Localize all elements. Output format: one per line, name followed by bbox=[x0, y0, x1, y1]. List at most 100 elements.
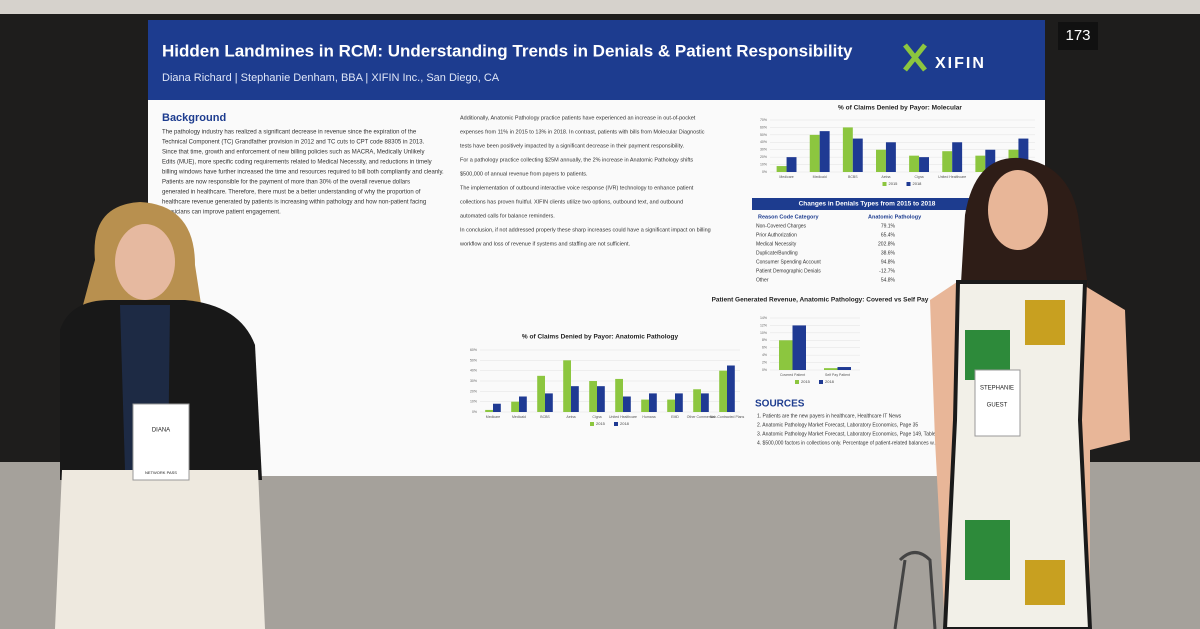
x-tick-label: United Healthcare bbox=[609, 415, 637, 419]
table-cell: Other bbox=[756, 277, 769, 283]
bar bbox=[719, 370, 727, 412]
body-text: generated in healthcare. Therefore, ther… bbox=[162, 190, 421, 196]
table-cell: 54.8% bbox=[881, 277, 896, 283]
chart-title: % of Claims Denied by Payor: Molecular bbox=[838, 105, 962, 112]
bar bbox=[545, 393, 553, 412]
table-cell: 94.8% bbox=[881, 259, 896, 265]
legend-label: 2015 bbox=[596, 421, 606, 426]
table-cell: 38.6% bbox=[881, 250, 896, 256]
y-tick-label: 60% bbox=[760, 125, 767, 129]
table-cell: Prior Authorization bbox=[756, 232, 797, 238]
table-cell: Consumer Spending Account bbox=[756, 259, 821, 265]
body-text: $500,000 of annual revenue from payers t… bbox=[460, 171, 588, 177]
bar bbox=[1018, 138, 1029, 172]
table-cell: 79.1% bbox=[881, 223, 896, 229]
x-tick-label: Medicare bbox=[779, 175, 793, 179]
source-item: 1. Patients are the new payers in health… bbox=[757, 413, 902, 419]
legend-label: 2018 bbox=[913, 181, 923, 186]
y-tick-label: 4% bbox=[762, 353, 767, 357]
table-cell: 65.4% bbox=[881, 232, 896, 238]
body-text: billing windows have further increased t… bbox=[162, 170, 444, 176]
bar bbox=[597, 386, 605, 412]
section-heading: SOURCES bbox=[755, 399, 805, 410]
x-tick-label: Medicare bbox=[486, 415, 500, 419]
bar bbox=[641, 399, 649, 412]
section-heading: Background bbox=[162, 112, 226, 124]
x-tick-label: Aetna bbox=[566, 415, 575, 419]
ceiling bbox=[0, 0, 1200, 16]
bar bbox=[792, 325, 806, 370]
person-left bbox=[55, 202, 265, 629]
body-text: physicians can improve patient engagemen… bbox=[162, 210, 281, 216]
x-tick-label: Cigna bbox=[914, 175, 923, 179]
bar bbox=[809, 134, 820, 172]
table-cell: Medical Necessity bbox=[756, 241, 797, 247]
chart-title: Patient Generated Revenue, Anatomic Path… bbox=[712, 297, 929, 304]
badge-name: STEPHANIE bbox=[980, 386, 1014, 392]
bar bbox=[876, 149, 886, 172]
legend-label: 2018 bbox=[825, 379, 835, 384]
logo-text: XIFIN bbox=[935, 55, 986, 72]
y-tick-label: 10% bbox=[760, 162, 767, 166]
poster: Hidden Landmines in RCM: Understanding T… bbox=[148, 20, 1045, 476]
table-cell: Non-Covered Charges bbox=[756, 223, 807, 229]
table-cell: Patient Demographic Denials bbox=[756, 268, 821, 274]
bar bbox=[511, 401, 519, 412]
x-tick-label: Self Pay Patient bbox=[825, 373, 850, 377]
y-tick-label: 40% bbox=[760, 140, 767, 144]
body-text: For a pathology practice collecting $25M… bbox=[460, 157, 693, 163]
y-tick-label: 6% bbox=[762, 346, 767, 350]
body-text: Edits (MUE), more specific coding requir… bbox=[162, 160, 432, 166]
legend-swatch bbox=[795, 380, 799, 384]
x-tick-label: Cigna bbox=[592, 415, 601, 419]
source-item: 2. Anatomic Pathology Market Forecast, L… bbox=[757, 422, 918, 428]
body-text: expenses from 11% in 2015 to 13% in 2018… bbox=[460, 129, 705, 135]
bar bbox=[776, 166, 787, 172]
source-item: 3. Anatomic Pathology Market Forecast, L… bbox=[757, 431, 936, 437]
bar bbox=[623, 396, 631, 412]
y-tick-label: 50% bbox=[760, 133, 767, 137]
bar bbox=[667, 399, 675, 412]
badge-type: GUEST bbox=[987, 403, 1008, 409]
bar bbox=[786, 157, 797, 172]
table-cell: Duplicate/Bundling bbox=[756, 250, 798, 256]
y-tick-label: 14% bbox=[760, 316, 767, 320]
bar bbox=[519, 396, 527, 412]
x-tick-label: Non-Contracted Plans bbox=[710, 415, 745, 419]
bar bbox=[485, 409, 493, 412]
bar bbox=[701, 393, 709, 412]
y-tick-label: 40% bbox=[470, 369, 477, 373]
bar bbox=[727, 365, 735, 412]
table-header: Reason Code Category bbox=[758, 214, 819, 220]
x-tick-label: Covered Patient bbox=[780, 373, 805, 377]
bar bbox=[975, 155, 986, 172]
bar bbox=[942, 151, 953, 172]
bar bbox=[649, 393, 657, 412]
legend-label: 2018 bbox=[620, 421, 630, 426]
x-tick-label: Medicaid bbox=[512, 415, 526, 419]
bar bbox=[493, 403, 501, 412]
x-tick-label: United Healthcare bbox=[938, 175, 966, 179]
y-tick-label: 12% bbox=[760, 323, 767, 327]
x-tick-label: Humana bbox=[642, 415, 655, 419]
bar bbox=[819, 131, 830, 172]
chart-title: % of Claims Denied by Payor: Anatomic Pa… bbox=[522, 334, 679, 341]
body-text: The implementation of outbound interacti… bbox=[460, 185, 694, 191]
legend-swatch bbox=[906, 182, 911, 186]
bar bbox=[909, 155, 920, 172]
bar bbox=[589, 381, 597, 412]
legend-label: 2015 bbox=[801, 379, 811, 384]
person-right bbox=[930, 157, 1130, 629]
body-text: Technical Component (TC) Grandfather pro… bbox=[162, 140, 425, 146]
y-tick-label: 0% bbox=[472, 410, 477, 414]
table-title-bar bbox=[752, 198, 982, 210]
legend-swatch bbox=[819, 380, 823, 384]
y-tick-label: 20% bbox=[470, 389, 477, 393]
poster-authors: Diana Richard | Stephanie Denham, BBA | … bbox=[162, 72, 500, 84]
legend-label: 2015 bbox=[889, 181, 899, 186]
bar bbox=[985, 149, 996, 172]
bar bbox=[537, 375, 545, 412]
body-text: healthcare revenue generated by patients… bbox=[162, 200, 426, 206]
x-tick-label: EMD bbox=[671, 415, 679, 419]
